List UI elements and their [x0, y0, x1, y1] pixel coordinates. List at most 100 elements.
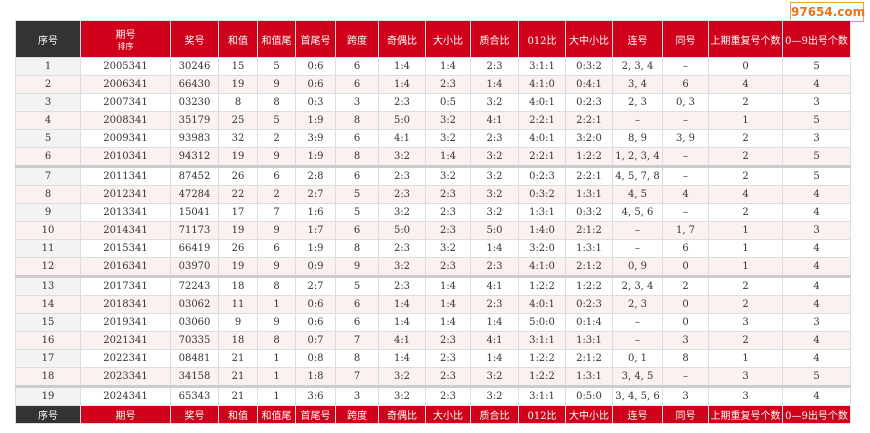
table-cell: 4 — [782, 386, 851, 406]
header-text: 首尾号 — [300, 411, 331, 422]
table-cell: 3:6 — [295, 386, 336, 406]
table-cell: 2:3 — [378, 239, 426, 258]
table-row: 7 2011341 87452 26 6 2:8 6 2:3 3:2 3:2 0:2:3 2:2:1 4… — [15, 166, 851, 186]
table-cell: 2006341 — [80, 75, 171, 94]
table-cell: 2, 3, 4 — [612, 276, 663, 296]
table-cell: 3:2 — [425, 111, 471, 130]
table-cell: 21 — [218, 386, 258, 406]
table-cell: 2015341 — [80, 239, 171, 258]
table-cell: 3:1:1 — [518, 331, 566, 350]
table-cell: 6 — [15, 147, 81, 168]
table-cell: 3:2 — [470, 166, 519, 186]
head-cell: 012比 — [518, 20, 566, 58]
table-cell: 4:0:1 — [518, 93, 566, 112]
table-cell: 8 — [257, 331, 296, 350]
table-cell: 3:2 — [425, 129, 471, 148]
table-cell: 1:4 — [378, 349, 426, 368]
table-row: 2 2006341 66430 19 9 0:6 6 1:4 2:3 1:4 4:1:0 0:4:1 3… — [15, 75, 851, 94]
table-cell: 2019341 — [80, 313, 171, 332]
table-cell: 2 — [257, 129, 296, 148]
table-cell: 17 — [218, 203, 258, 222]
head-cell: 连号 — [612, 20, 663, 58]
head-cell: 大中小比 — [565, 20, 613, 58]
table-cell: 0:2:3 — [518, 166, 566, 186]
table-cell: 4:1:0 — [518, 75, 566, 94]
table-cell: 2 — [708, 276, 783, 296]
table-cell: 0:2:3 — [565, 93, 613, 112]
table-cell: – — [612, 221, 663, 240]
table-row: 10 2014341 71173 19 9 1:7 6 5:0 2:3 5:0 1:4:0 2:1:2… — [15, 221, 851, 240]
table-cell: 3:2 — [378, 386, 426, 406]
table-cell: 3:9 — [295, 129, 336, 148]
table-cell: 32 — [218, 129, 258, 148]
foot-cell: 质合比 — [470, 405, 519, 424]
table-cell: 7 — [335, 331, 379, 350]
table-cell: 5 — [15, 129, 81, 148]
table-cell: 9 — [335, 257, 379, 278]
table-row: 11 2015341 66419 26 6 1:9 8 2:3 3:2 1:4 3:2:0 1:3:1… — [15, 239, 851, 258]
table-cell: 3:2 — [378, 367, 426, 388]
table-cell: 19 — [218, 257, 258, 278]
header-text: 连号 — [627, 411, 648, 422]
header-text: 奇偶比 — [387, 411, 417, 422]
table-cell: 1 — [708, 221, 783, 240]
header-text: 012比 — [527, 411, 557, 422]
table-cell: 5 — [782, 57, 851, 76]
sort-button[interactable]: 排序 — [117, 42, 134, 51]
header-text: 和值尾 — [261, 411, 292, 422]
header-text: 大小比 — [433, 35, 463, 47]
table-cell: 3 — [662, 331, 709, 350]
table-cell: 2, 3 — [612, 295, 663, 314]
table-cell: 1:3:1 — [565, 185, 613, 204]
table-cell: 2024341 — [80, 386, 171, 406]
table-cell: 0:6 — [295, 57, 336, 76]
table-cell: 5 — [782, 367, 851, 388]
header-text: 奇偶比 — [387, 35, 417, 47]
table-cell: 5 — [335, 203, 379, 222]
table-cell: 12 — [15, 257, 81, 278]
table-cell: – — [662, 57, 709, 76]
table-cell: 2007341 — [80, 93, 171, 112]
table-cell: 8 — [257, 276, 296, 296]
table-cell: 2:2:1 — [518, 147, 566, 168]
table-cell: 18 — [218, 331, 258, 350]
table-cell: 08481 — [170, 349, 219, 368]
table-row: 14 2018341 03062 11 1 0:6 6 1:4 1:4 2:3 4:0:1 0:2:3… — [15, 295, 851, 314]
table-cell: 2 — [708, 129, 783, 148]
foot-cell: 跨度 — [335, 405, 379, 424]
header-text: 序号 — [38, 35, 58, 47]
head-cell[interactable]: 期号 排序 — [80, 20, 171, 58]
table-cell: 0:9 — [295, 257, 336, 278]
table-cell: 4 — [782, 295, 851, 314]
table-cell: 3:2:0 — [518, 239, 566, 258]
table-cell: 8 — [662, 349, 709, 368]
header-text: 012比 — [527, 35, 557, 47]
table-cell: 6 — [335, 57, 379, 76]
header-text: 同号 — [675, 35, 696, 47]
table-cell: 70335 — [170, 331, 219, 350]
table-cell: 18 — [15, 367, 81, 388]
table-row: 16 2021341 70335 18 8 0:7 7 4:1 2:3 4:1 3:1:1 1:3:1… — [15, 331, 851, 350]
table-cell: 4:1 — [470, 276, 519, 296]
table-cell: 2:3 — [470, 257, 519, 278]
table-cell: 1:4 — [470, 313, 519, 332]
table-cell: 4 — [782, 185, 851, 204]
table-cell: 1:4 — [425, 295, 471, 314]
table-cell: 1:4 — [470, 239, 519, 258]
table-cell: 1:3:1 — [565, 331, 613, 350]
table-cell: 6 — [335, 221, 379, 240]
foot-cell: 大小比 — [425, 405, 471, 424]
table-cell: 2:3 — [378, 166, 426, 186]
table-cell: 2023341 — [80, 367, 171, 388]
table-cell: 0:1:4 — [565, 313, 613, 332]
table-cell: 6 — [662, 75, 709, 94]
table-cell: 1 — [15, 57, 81, 76]
table-cell: 2:3 — [425, 367, 471, 388]
table-cell: 03230 — [170, 93, 219, 112]
header-text: 和值尾 — [261, 35, 292, 47]
table-cell: 2021341 — [80, 331, 171, 350]
table-cell: 3:2 — [378, 257, 426, 278]
table-cell: 3 — [782, 129, 851, 148]
table-cell: 4 — [782, 276, 851, 296]
